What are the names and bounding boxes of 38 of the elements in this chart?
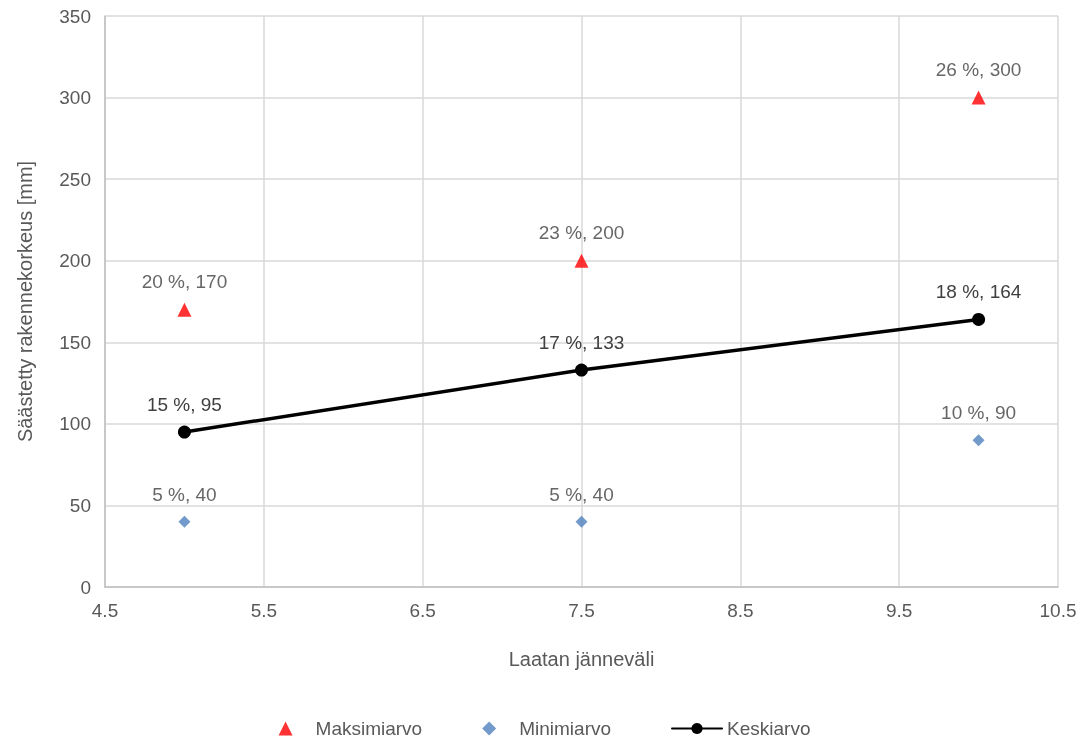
- y-tick-label: 350: [59, 5, 91, 27]
- data-label: 26 %, 300: [935, 58, 1022, 80]
- y-tick-label: 50: [69, 494, 91, 516]
- point: [971, 90, 986, 105]
- y-tick-label: 0: [80, 576, 91, 598]
- y-tick-label: 150: [59, 331, 91, 353]
- point: [177, 302, 192, 317]
- point: [177, 425, 191, 439]
- data-label: 20 %, 170: [141, 270, 228, 292]
- y-tick-label: 300: [59, 87, 91, 109]
- data-label: 5 %, 40: [549, 483, 614, 505]
- y-axis-title: Säästetty rakennekorkeus [mm]: [14, 160, 36, 443]
- data-label: 10 %, 90: [941, 402, 1017, 424]
- point: [972, 312, 986, 326]
- data-label: 15 %, 95: [146, 393, 222, 415]
- legend-label: Minimiarvo: [519, 718, 612, 739]
- legend-label: Keskiarvo: [727, 718, 811, 739]
- x-tick-label: 9.5: [885, 600, 913, 621]
- data-label: 18 %, 164: [935, 280, 1022, 302]
- x-tick-label: 8.5: [727, 600, 754, 621]
- x-tick-label: 5.5: [250, 600, 278, 621]
- data-label: 17 %, 133: [538, 331, 625, 353]
- x-axis-title: Laatan jänneväli: [508, 648, 655, 670]
- y-tick-label: 250: [59, 168, 91, 190]
- point: [972, 434, 985, 447]
- legend-label: Maksimiarvo: [315, 718, 423, 739]
- x-tick-label: 10.5: [1039, 600, 1077, 621]
- point: [178, 515, 191, 528]
- point: [575, 363, 588, 377]
- x-tick-label: 7.5: [568, 600, 595, 621]
- x-tick-label: 4.5: [91, 600, 119, 621]
- x-tick-label: 6.5: [409, 600, 436, 621]
- point: [574, 253, 589, 268]
- y-tick-label: 100: [59, 413, 91, 435]
- data-label: 5 %, 40: [152, 483, 217, 505]
- data-label: 23 %, 200: [538, 221, 625, 243]
- y-tick-label: 200: [59, 250, 91, 272]
- point: [575, 515, 588, 528]
